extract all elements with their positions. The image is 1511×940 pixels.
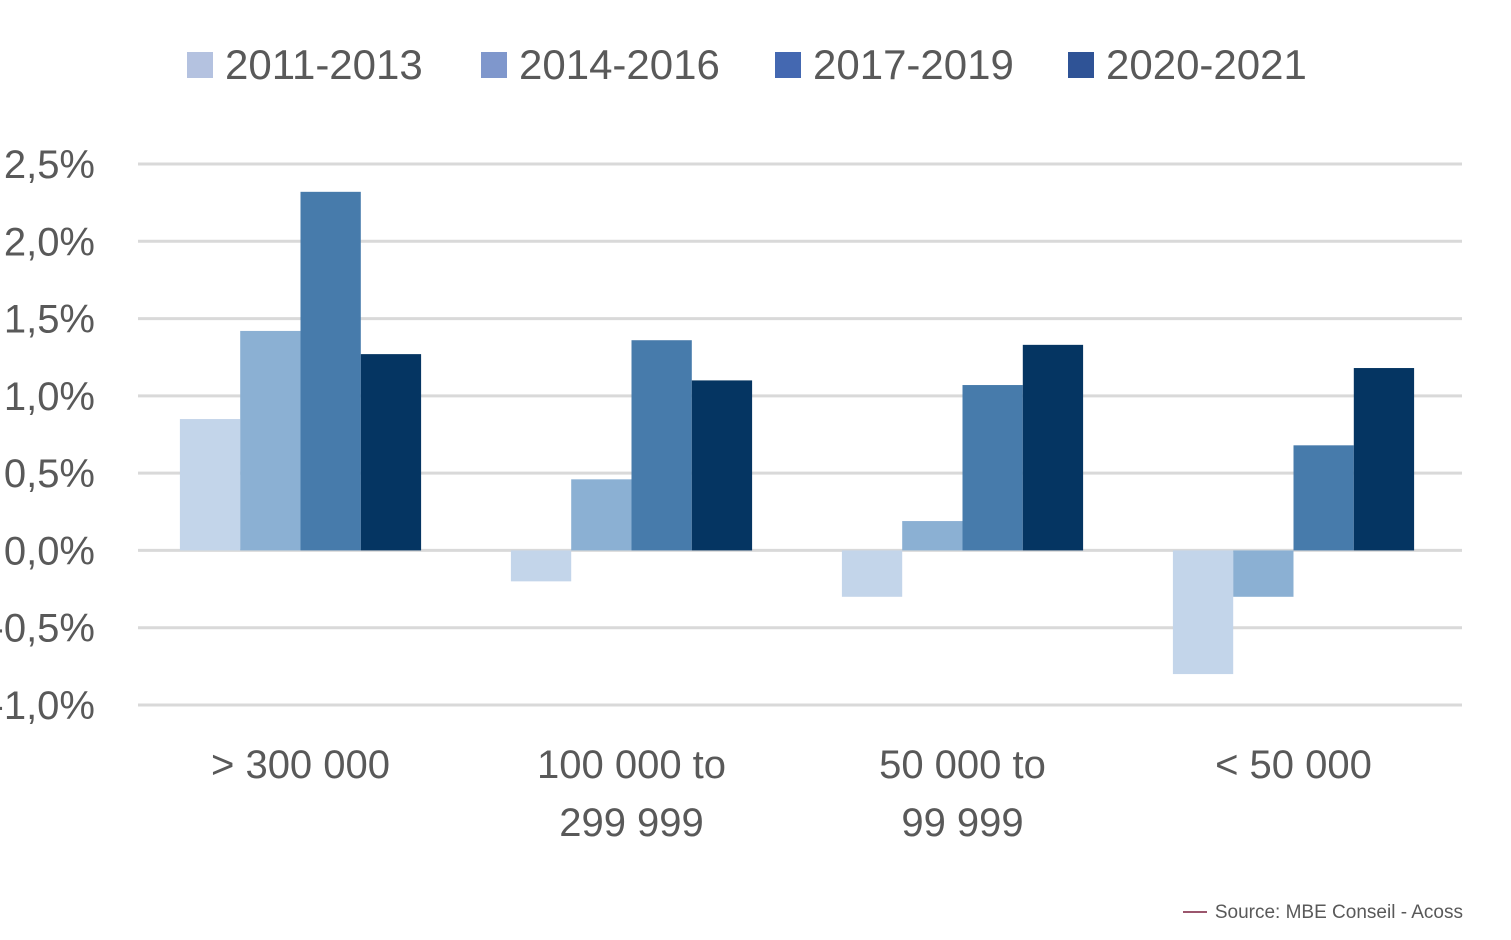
- bar-2011-2013: [1172, 550, 1234, 675]
- bar-2020-2021: [1353, 368, 1415, 551]
- x-category-label: 100 000 to 299 999: [537, 743, 726, 845]
- bars: [179, 191, 1415, 675]
- legend-item: 2020-2021: [1068, 41, 1307, 88]
- legend: 2011-2013 2014-2016 2017-2019 2020-2021: [187, 41, 1307, 88]
- bar-2017-2019: [962, 385, 1023, 551]
- y-tick-label: -1,0%: [0, 684, 95, 728]
- y-tick-label: 2,0%: [4, 220, 95, 264]
- y-tick-label: -0,5%: [0, 607, 95, 651]
- x-category-label: 50 000 to 99 999: [879, 743, 1046, 845]
- y-tick-label: 0,5%: [4, 452, 95, 496]
- legend-item: 2014-2016: [481, 41, 720, 88]
- source-text: Source: MBE Conseil - Acoss: [1215, 902, 1463, 923]
- x-category-label: > 300 000: [211, 743, 390, 787]
- x-category-label: < 50 000: [1215, 743, 1372, 787]
- legend-item: 2011-2013: [187, 41, 423, 88]
- bar-2014-2016: [571, 479, 632, 551]
- legend-label: 2020-2021: [1106, 41, 1307, 88]
- y-axis-ticks: 2,5% 2,0% 1,5% 1,0% 0,5% 0,0% -0,5% -1,0%: [0, 143, 95, 728]
- bar-2011-2013: [841, 550, 903, 597]
- y-tick-label: 1,0%: [4, 375, 95, 419]
- y-tick-label: 1,5%: [4, 298, 95, 342]
- bar-2011-2013: [510, 550, 572, 582]
- y-tick-label: 2,5%: [4, 143, 95, 187]
- bar-2017-2019: [631, 340, 692, 551]
- x-axis-labels: > 300 000 100 000 to 299 999 50 000 to 99 99…: [211, 743, 1372, 845]
- bar-2014-2016: [1233, 550, 1294, 597]
- bar-2014-2016: [240, 330, 301, 551]
- legend-swatch: [1068, 52, 1094, 78]
- legend-swatch: [481, 52, 507, 78]
- y-tick-label: 0,0%: [4, 529, 95, 573]
- legend-item: 2017-2019: [775, 41, 1014, 88]
- legend-swatch: [187, 52, 213, 78]
- bar-2020-2021: [1022, 344, 1084, 551]
- legend-label: 2017-2019: [813, 41, 1014, 88]
- bar-2017-2019: [1293, 445, 1354, 551]
- legend-swatch: [775, 52, 801, 78]
- source-note: Source: MBE Conseil - Acoss: [1183, 902, 1463, 923]
- legend-label: 2011-2013: [225, 41, 423, 88]
- bar-2011-2013: [179, 419, 241, 551]
- bar-2020-2021: [691, 380, 753, 551]
- legend-label: 2014-2016: [519, 41, 720, 88]
- bar-2020-2021: [360, 354, 422, 551]
- bar-2014-2016: [902, 521, 963, 551]
- bar-2017-2019: [300, 191, 361, 551]
